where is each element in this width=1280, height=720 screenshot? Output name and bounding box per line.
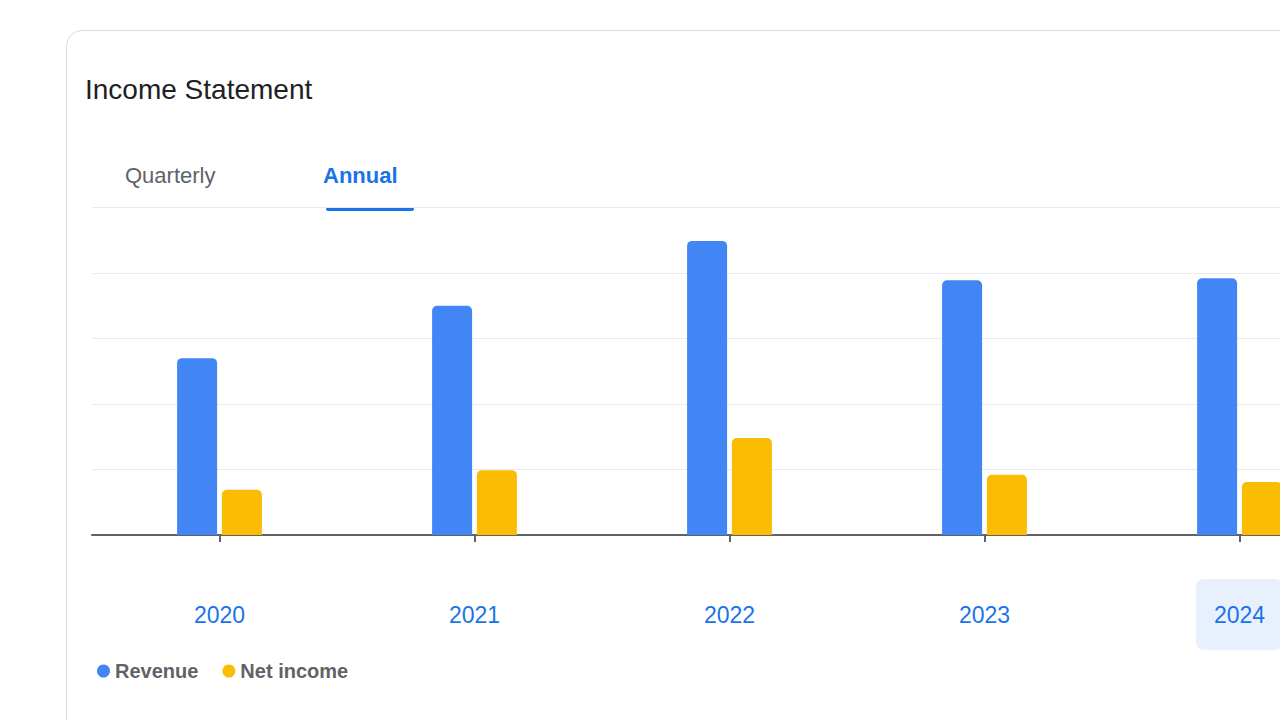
svg-text:Annual: Annual [323, 163, 398, 188]
svg-text:Income Statement: Income Statement [85, 74, 312, 105]
svg-text:Quarterly: Quarterly [125, 163, 215, 188]
svg-text:Net income: Net income [240, 660, 348, 682]
svg-text:Revenue: Revenue [115, 660, 198, 682]
svg-text:2024: 2024 [1214, 602, 1265, 628]
svg-text:2020: 2020 [194, 602, 245, 628]
svg-text:2022: 2022 [704, 602, 755, 628]
svg-text:2023: 2023 [959, 602, 1010, 628]
svg-text:2021: 2021 [449, 602, 500, 628]
